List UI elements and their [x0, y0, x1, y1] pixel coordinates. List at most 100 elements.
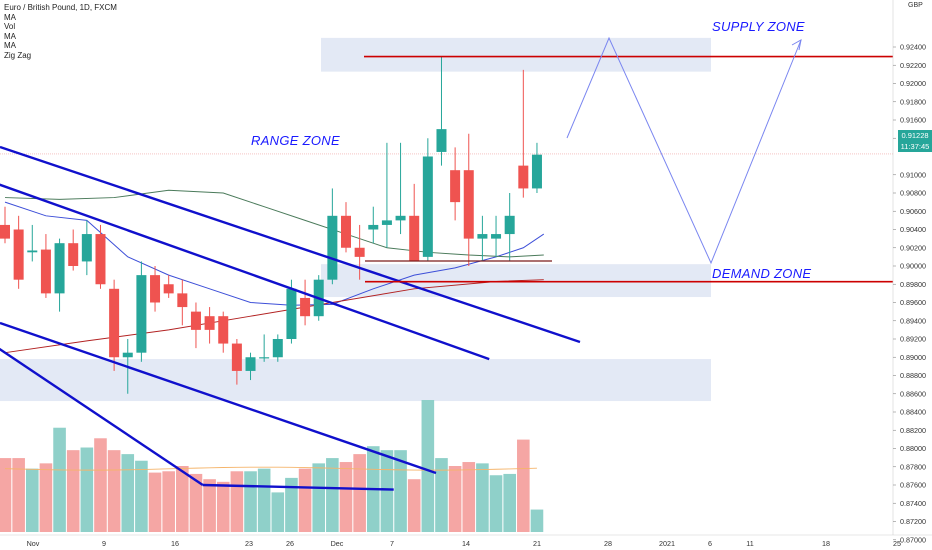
price-tick-label: 0.89600 — [900, 298, 926, 307]
time-tick-label: Dec — [331, 539, 344, 548]
time-axis: Nov 9 16 23 26 Dec 7 14 21 28 2021 6 11 18 25 — [0, 534, 932, 548]
candle-body — [436, 129, 447, 152]
candle-body — [95, 234, 106, 285]
legend-item-ma-3[interactable]: MA — [4, 41, 16, 51]
volume-bar — [435, 458, 448, 532]
time-tick-label: 25 — [893, 539, 901, 548]
volume-bar — [230, 471, 244, 532]
trend-lines — [0, 36, 893, 491]
time-tick-label: 16 — [171, 539, 179, 548]
time-tick-label: 26 — [286, 539, 294, 548]
candle-body — [122, 352, 133, 358]
volume-bar — [162, 471, 175, 532]
candle-body — [109, 288, 120, 358]
candle-body — [300, 297, 311, 317]
volume-bar — [503, 473, 516, 532]
volume-bar — [39, 463, 53, 532]
price-axis: 0.924000.922000.920000.918000.916000.914… — [892, 0, 926, 544]
candle-body — [327, 215, 338, 280]
current-price-tag: 0.91228 — [898, 130, 932, 141]
time-tick-label: 28 — [604, 539, 612, 548]
volume-bar — [12, 458, 25, 532]
candle-body — [54, 243, 65, 294]
candle-body — [381, 220, 392, 225]
volume-bar — [326, 458, 339, 532]
trendline-1 — [0, 183, 490, 361]
currency-label: GBP — [908, 2, 923, 9]
price-tick-label: 0.90600 — [900, 207, 926, 216]
candle-body — [0, 224, 10, 239]
supply-zone-label: SUPPLY ZONE — [712, 19, 805, 34]
channel-upper-line — [0, 145, 581, 344]
chart-legend: Euro / British Pound, 1D, FXCM MA Vol MA… — [4, 3, 117, 61]
price-tick-label: 0.90800 — [900, 189, 926, 198]
volume-bar — [339, 462, 353, 532]
candle-body — [68, 243, 79, 266]
candle-body — [354, 247, 365, 257]
price-tick-label: 0.87400 — [900, 499, 926, 508]
candle-body — [218, 316, 229, 344]
price-tick-label: 0.89000 — [900, 353, 926, 362]
time-tick-label: 18 — [822, 539, 830, 548]
bar-countdown-tag: 11:37:45 — [898, 141, 932, 152]
channel-lower-line — [0, 321, 437, 475]
candle-body — [477, 234, 488, 239]
candle-body — [504, 215, 515, 235]
price-tick-label: 0.92000 — [900, 79, 926, 88]
volume-bar — [135, 460, 148, 532]
volume-bar — [312, 463, 326, 532]
volume-bar — [462, 462, 476, 532]
price-tick-label: 0.87800 — [900, 462, 926, 471]
price-tick-label: 0.90200 — [900, 243, 926, 252]
candle-body — [13, 229, 24, 280]
volume-bar — [94, 438, 107, 532]
time-tick-label: 23 — [245, 539, 253, 548]
candle-body — [245, 357, 256, 371]
volume-bars — [0, 400, 544, 532]
volume-bar — [189, 473, 203, 532]
time-tick-label: 21 — [533, 539, 541, 548]
price-tick-label: 0.88200 — [900, 426, 926, 435]
time-tick-label: 14 — [462, 539, 470, 548]
time-tick-label: 6 — [708, 539, 712, 548]
price-tick-label: 0.91600 — [900, 116, 926, 125]
price-tick-label: 0.88800 — [900, 371, 926, 380]
candle-body — [450, 170, 461, 203]
candle-body — [204, 316, 215, 330]
legend-item-vol[interactable]: Vol — [4, 22, 16, 32]
volume-bar — [0, 458, 12, 532]
candle-body — [40, 249, 51, 294]
price-tick-label: 0.89400 — [900, 316, 926, 325]
volume-bar — [66, 450, 80, 532]
price-tick-label: 0.92200 — [900, 61, 926, 70]
legend-item-zigzag[interactable]: Zig Zag — [4, 50, 32, 60]
price-tick-label: 0.87600 — [900, 481, 926, 490]
price-tick-label: 0.92400 — [900, 43, 926, 52]
price-tick-label: 0.89200 — [900, 335, 926, 344]
price-tick-label: 0.88400 — [900, 408, 926, 417]
volume-bar — [216, 481, 230, 532]
candle-body — [341, 215, 351, 248]
legend-item-ma-1[interactable]: MA — [4, 12, 16, 22]
time-tick-label: 11 — [746, 539, 753, 548]
volume-bar — [80, 447, 94, 532]
legend-item-ma-2[interactable]: MA — [4, 31, 16, 41]
volume-bar — [298, 468, 312, 532]
range-zone-label: RANGE ZONE — [251, 133, 340, 148]
volume-bar — [421, 400, 435, 532]
volume-bar — [380, 450, 394, 532]
volume-bar — [448, 466, 462, 532]
candle-body — [27, 250, 38, 253]
volume-bar — [271, 492, 285, 532]
candle-body — [190, 311, 201, 330]
volume-bar — [121, 454, 135, 532]
volume-bar — [148, 472, 162, 532]
legend-title: Euro / British Pound, 1D, FXCM — [4, 3, 117, 12]
price-tick-label: 0.91000 — [900, 170, 926, 179]
volume-bar — [407, 479, 421, 532]
trendline-3 — [202, 483, 394, 491]
volume-bar — [476, 463, 489, 532]
zones-layer — [0, 37, 893, 402]
trendline-2 — [0, 347, 204, 486]
